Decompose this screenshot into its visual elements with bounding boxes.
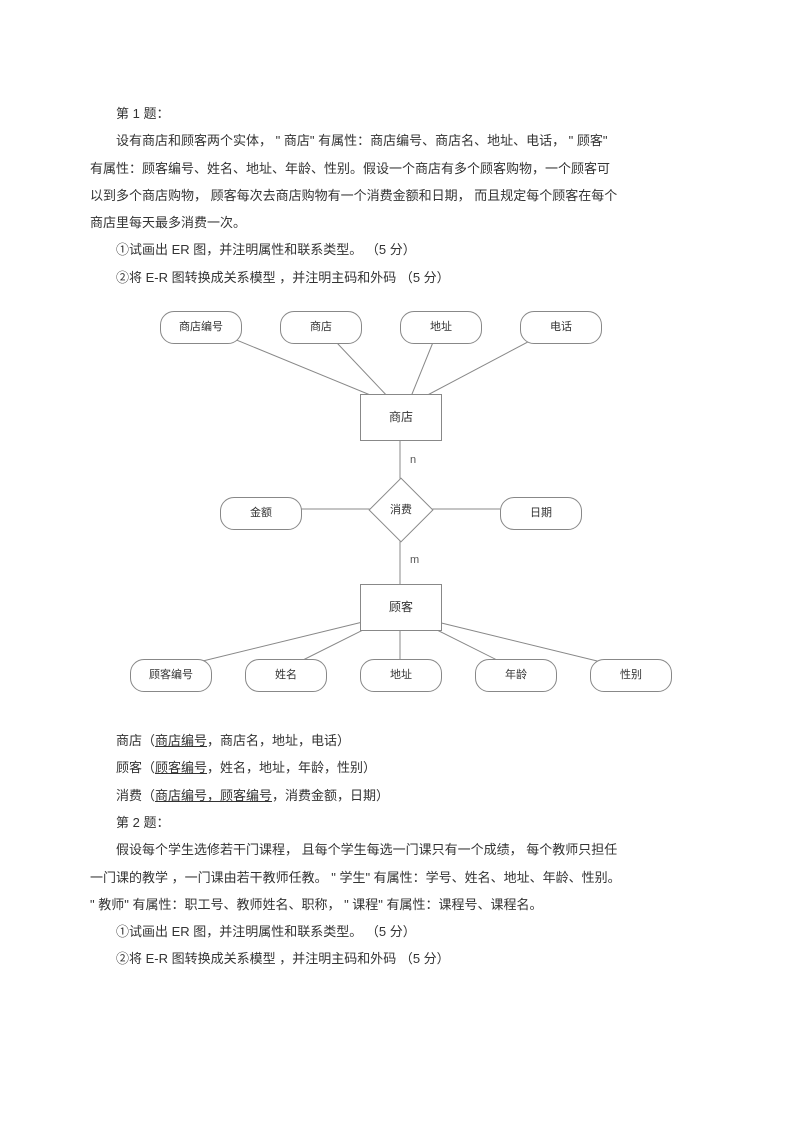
- schema-cust-key: 顾客编号: [155, 760, 207, 775]
- schema-cust-c: ，姓名，地址，年龄，性别）: [207, 760, 376, 775]
- q1-p1: 设有商店和顾客两个实体， " 商店" 有属性：商店编号、商店名、地址、电话， "…: [90, 127, 710, 154]
- q1-p4: 商店里每天最多消费一次。: [90, 209, 710, 236]
- q1-p2: 有属性：顾客编号、姓名、地址、年龄、性别。假设一个商店有多个顾客购物，一个顾客可: [90, 155, 710, 182]
- q2-task1: ①试画出 ER 图，并注明属性和联系类型。 （5 分）: [90, 918, 710, 945]
- attr-date: 日期: [500, 497, 582, 530]
- schema-shop-key: 商店编号: [155, 733, 207, 748]
- attr-amount: 金额: [220, 497, 302, 530]
- attr-age: 年龄: [475, 659, 557, 692]
- answer-block-1: 商店（商店编号，商店名，地址，电话） 顾客（顾客编号，姓名，地址，年龄，性别） …: [90, 727, 710, 809]
- document-page: 第 1 题： 设有商店和顾客两个实体， " 商店" 有属性：商店编号、商店名、地…: [0, 0, 800, 1033]
- schema-consume: 消费（商店编号，顾客编号，消费金额，日期）: [90, 782, 710, 809]
- cardinality-m: m: [410, 549, 419, 572]
- schema-cons-key: 商店编号，顾客编号: [155, 788, 272, 803]
- attr-address: 地址: [400, 311, 482, 344]
- relation-label: 消费: [379, 488, 423, 532]
- attr-name: 姓名: [245, 659, 327, 692]
- entity-shop: 商店: [360, 394, 442, 441]
- q2-p2: 一门课的教学 ，一门课由若干教师任教。 " 学生" 有属性：学号、姓名、地址、年…: [90, 864, 710, 891]
- attr-addr2: 地址: [360, 659, 442, 692]
- attr-cust-id: 顾客编号: [130, 659, 212, 692]
- schema-cons-c: ，消费金额，日期）: [272, 788, 389, 803]
- schema-shop: 商店（商店编号，商店名，地址，电话）: [90, 727, 710, 754]
- attr-shop-id: 商店编号: [160, 311, 242, 344]
- er-diagram: 商店编号 商店 地址 电话 商店 n 消费 金额 日期 m 顾客 顾客编号 姓名…: [90, 299, 710, 699]
- q1-task1: ①试画出 ER 图，并注明属性和联系类型。 （5 分）: [90, 236, 710, 263]
- attr-phone: 电话: [520, 311, 602, 344]
- q2-p1: 假设每个学生选修若干门课程， 且每个学生每选一门课只有一个成绩， 每个教师只担任: [90, 836, 710, 863]
- schema-shop-c: ，商店名，地址，电话）: [207, 733, 350, 748]
- entity-customer: 顾客: [360, 584, 442, 631]
- attr-gender: 性别: [590, 659, 672, 692]
- q1-task2: ②将 E-R 图转换成关系模型 ，并注明主码和外码 （5 分）: [90, 264, 710, 291]
- schema-cons-a: 消费（: [116, 788, 155, 803]
- q1-title: 第 1 题：: [90, 100, 710, 127]
- cardinality-n: n: [410, 449, 416, 472]
- q2-title: 第 2 题：: [90, 809, 710, 836]
- q2-task2: ②将 E-R 图转换成关系模型 ，并注明主码和外码 （5 分）: [90, 945, 710, 972]
- schema-shop-a: 商店（: [116, 733, 155, 748]
- attr-shop-name: 商店: [280, 311, 362, 344]
- schema-customer: 顾客（顾客编号，姓名，地址，年龄，性别）: [90, 754, 710, 781]
- q2-p3: " 教师" 有属性：职工号、教师姓名、职称， " 课程" 有属性：课程号、课程名…: [90, 891, 710, 918]
- schema-cust-a: 顾客（: [116, 760, 155, 775]
- q1-p3: 以到多个商店购物， 顾客每次去商店购物有一个消费金额和日期， 而且规定每个顾客在…: [90, 182, 710, 209]
